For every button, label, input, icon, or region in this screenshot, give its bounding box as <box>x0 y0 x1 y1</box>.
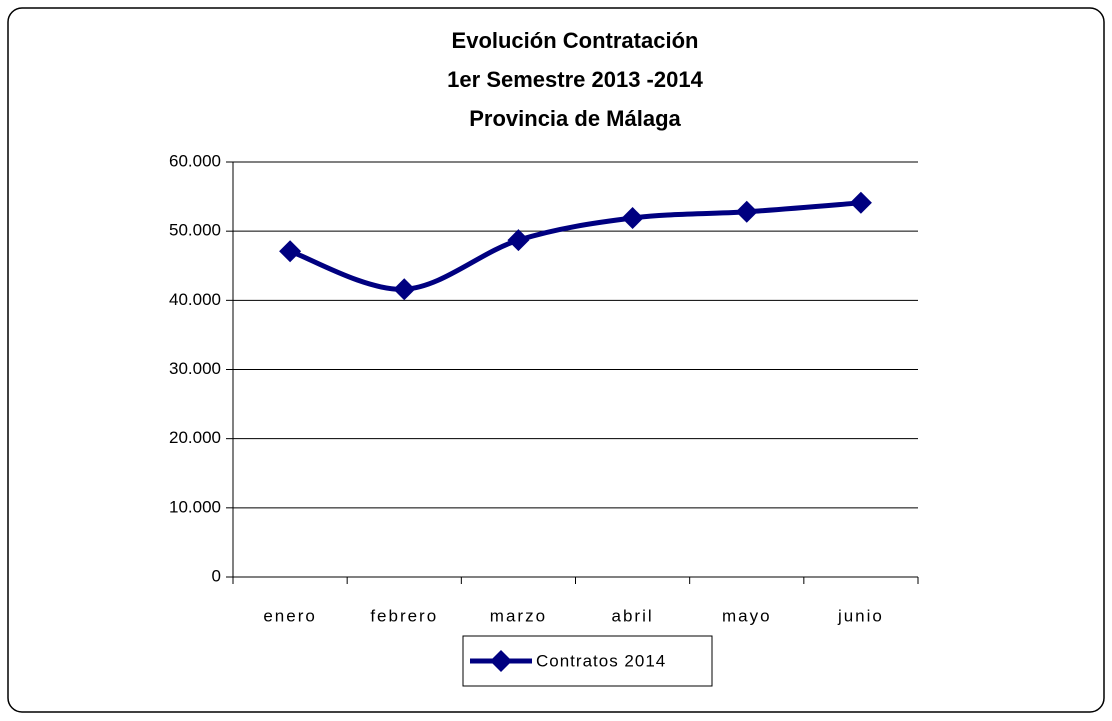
chart-title: Provincia de Málaga <box>469 106 681 131</box>
point-marker <box>507 229 530 252</box>
legend-marker <box>490 650 512 672</box>
y-tick-label: 30.000 <box>169 359 221 378</box>
x-tick-label: febrero <box>370 606 438 625</box>
point-marker <box>621 207 644 230</box>
y-tick-label: 60.000 <box>169 151 221 170</box>
legend-label: Contratos 2014 <box>536 651 666 670</box>
y-tick-label: 40.000 <box>169 290 221 309</box>
point-marker <box>735 200 758 223</box>
y-tick-label: 0 <box>212 566 221 585</box>
y-tick-label: 10.000 <box>169 497 221 516</box>
point-marker <box>393 278 416 301</box>
x-tick-label: abril <box>612 606 654 625</box>
chart-title: Evolución Contratación <box>452 28 699 53</box>
chart-title: 1er Semestre 2013 -2014 <box>447 67 703 92</box>
y-tick-label: 50.000 <box>169 221 221 240</box>
point-marker <box>279 240 302 263</box>
x-tick-label: mayo <box>722 606 772 625</box>
x-tick-label: junio <box>837 606 884 625</box>
y-tick-label: 20.000 <box>169 428 221 447</box>
x-tick-label: enero <box>263 606 316 625</box>
point-marker <box>849 191 872 214</box>
chart-frame <box>7 7 1105 713</box>
x-tick-label: marzo <box>490 606 547 625</box>
